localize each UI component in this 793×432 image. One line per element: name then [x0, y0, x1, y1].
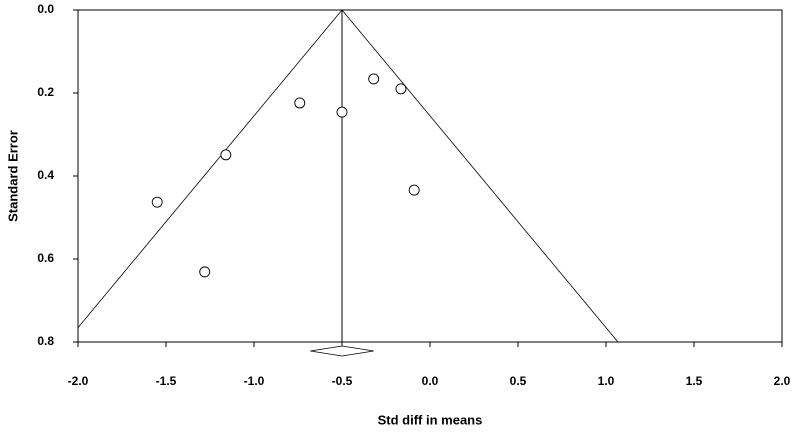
- x-axis-title: Std diff in means: [378, 412, 483, 427]
- x-tick-label: 1.5: [686, 374, 703, 388]
- study-point: [220, 149, 232, 161]
- x-tick-label: -1.5: [156, 374, 177, 388]
- x-tick-label: -2.0: [68, 374, 89, 388]
- y-tick-label: 0.8: [37, 334, 54, 348]
- pooled-diamond: [310, 345, 374, 357]
- funnel-line: [341, 9, 619, 343]
- x-tick-label: 0.0: [422, 374, 439, 388]
- y-tick-label: 0.4: [37, 168, 54, 182]
- y-axis-title: Standard Error: [5, 130, 20, 222]
- y-tick-label: 0.0: [37, 2, 54, 16]
- x-tick-label: 2.0: [774, 374, 791, 388]
- study-point: [199, 266, 211, 278]
- x-tick-label: 0.5: [510, 374, 527, 388]
- study-point: [395, 83, 407, 95]
- study-point: [368, 73, 380, 85]
- x-tick-label: 1.0: [598, 374, 615, 388]
- y-tick-label: 0.2: [37, 85, 54, 99]
- funnel-line: [77, 9, 343, 328]
- x-tick-label: -0.5: [332, 374, 353, 388]
- x-tick-label: -1.0: [244, 374, 265, 388]
- plot-frame: [77, 9, 783, 343]
- study-point: [294, 97, 306, 109]
- study-point: [408, 184, 420, 196]
- study-point: [151, 196, 163, 208]
- y-tick-label: 0.6: [37, 251, 54, 265]
- study-point: [336, 106, 348, 118]
